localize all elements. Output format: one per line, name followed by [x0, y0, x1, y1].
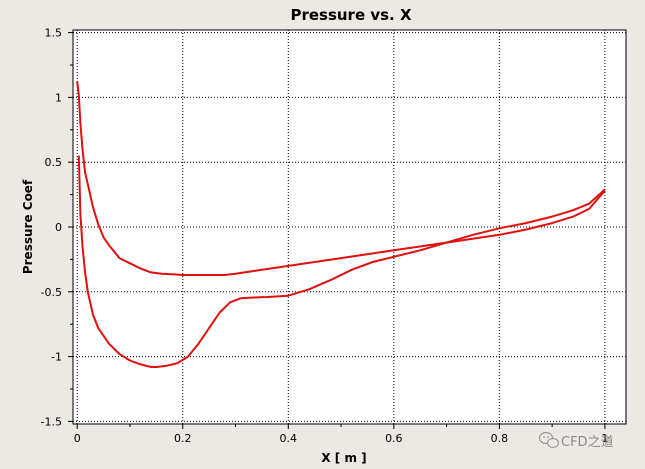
y-tick-label: 0.5 [45, 156, 63, 169]
y-axis-label: Pressure Coef [21, 179, 35, 274]
y-tick-label: -1 [51, 351, 62, 364]
x-tick-label: 0 [74, 432, 81, 445]
wechat-icon [538, 431, 560, 449]
x-tick-label: 1 [601, 432, 608, 445]
grid-lines [73, 30, 626, 424]
watermark-text: CFD之道 [561, 435, 614, 450]
y-tick-label: 0 [55, 221, 62, 234]
data-series [76, 81, 606, 368]
chart-title: Pressure vs. X [290, 6, 412, 24]
watermark-logo: CFD之道 [538, 431, 614, 450]
y-tick-label: 1.5 [45, 27, 63, 40]
x-tick-label: 0.4 [280, 432, 298, 445]
x-tick-label: 0.6 [385, 432, 403, 445]
y-tick-label: 1 [55, 91, 62, 104]
x-axis-label: X [ m ] [321, 451, 366, 465]
x-tick-label: 0.2 [174, 432, 192, 445]
axis-ticks [68, 32, 606, 429]
y-tick-label: -1.5 [41, 415, 62, 428]
x-tick-label: 0.8 [491, 432, 509, 445]
series-line-1 [76, 81, 606, 276]
y-tick-labels: 1.5 1 0.5 0 -0.5 -1 -1.5 [41, 27, 62, 429]
series-line-2 [77, 155, 606, 368]
y-tick-label: -0.5 [41, 286, 62, 299]
x-tick-labels: 0 0.2 0.4 0.6 0.8 1 [74, 432, 609, 445]
